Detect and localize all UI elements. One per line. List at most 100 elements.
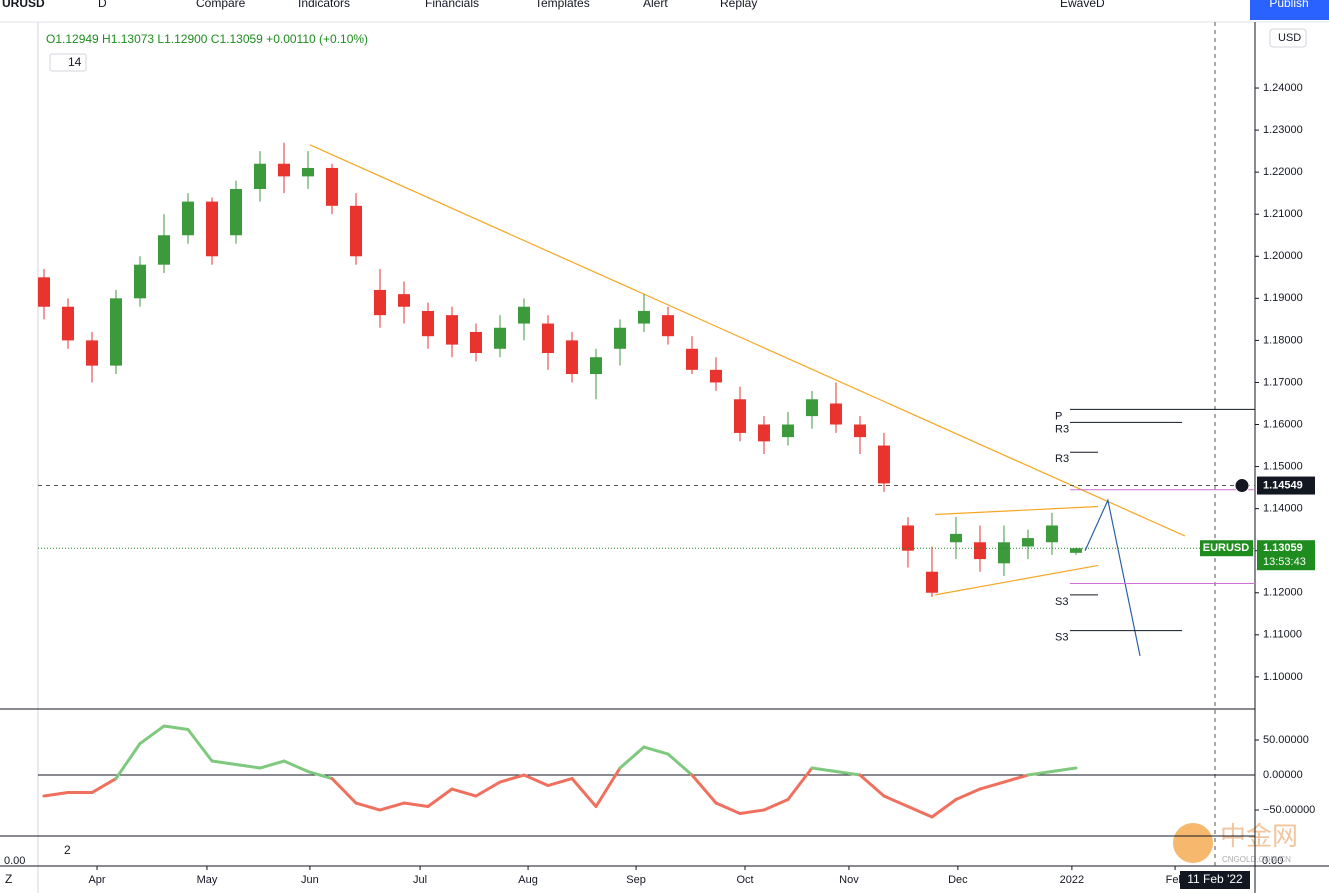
candle-body <box>613 327 626 349</box>
length-badge[interactable] <box>49 53 87 72</box>
candle-body <box>517 306 530 324</box>
y-tick-label: −50.00000 <box>1263 804 1315 816</box>
symbol[interactable]: URUSD <box>2 0 45 10</box>
candle-body <box>709 369 722 383</box>
candle-body <box>1069 548 1082 553</box>
candle-body <box>301 167 314 177</box>
oscillator-segment <box>258 759 286 770</box>
toolbar: URUSD D Compare Indicators Financials Te… <box>0 0 1329 48</box>
interval[interactable]: D <box>98 0 107 10</box>
toolbar-item[interactable]: Alert <box>643 0 668 10</box>
length-label: 14 <box>68 55 82 69</box>
candle-body <box>133 264 146 299</box>
oscillator-segment <box>618 745 646 770</box>
oscillator-segment <box>114 742 142 781</box>
x-tick-label: May <box>197 874 218 886</box>
oscillator-segment <box>450 787 478 798</box>
publish-label[interactable]: Publish <box>1269 0 1308 10</box>
oscillator-segment <box>810 766 838 774</box>
oscillator-segment <box>1050 766 1078 774</box>
oscillator-segment <box>570 777 598 809</box>
x-tick-label: Nov <box>839 874 859 886</box>
oscillator-segment <box>402 801 430 809</box>
y-tick-label: 1.21000 <box>1263 208 1303 220</box>
panel3-label: 2 <box>64 843 71 857</box>
symbol-tag <box>1200 540 1253 557</box>
y-tick-label: 1.24000 <box>1263 82 1303 94</box>
candle-body <box>853 424 866 438</box>
toolbar-item[interactable]: Compare <box>196 0 246 10</box>
trend-line <box>934 564 1099 596</box>
candle-body <box>997 542 1010 564</box>
y-tick-label: 50.00000 <box>1263 734 1309 746</box>
trend-line <box>309 144 1186 537</box>
oscillator-segment <box>738 808 766 816</box>
oscillator-segment <box>714 801 742 816</box>
oscillator-segment <box>474 780 502 798</box>
currency[interactable]: USD <box>1278 32 1301 44</box>
oscillator-segment <box>42 791 70 798</box>
candle-body <box>685 348 698 370</box>
left-value: 0.00 <box>4 855 25 867</box>
candle-body <box>1045 525 1058 543</box>
price-tag-label: 1.13059 <box>1263 542 1303 554</box>
candle-body <box>1021 538 1034 547</box>
y-tick-label: 1.23000 <box>1263 124 1303 136</box>
candle-body <box>37 277 50 307</box>
candle-body <box>829 403 842 425</box>
candle-body <box>421 310 434 337</box>
oscillator-segment <box>162 724 190 732</box>
toolbar-item[interactable]: Templates <box>535 0 590 10</box>
y-tick-label: 1.17000 <box>1263 376 1303 388</box>
oscillator-segment <box>954 787 982 802</box>
candle-body <box>61 306 74 341</box>
date-box <box>1180 871 1250 889</box>
candle-body <box>733 399 746 433</box>
candle-body <box>181 201 194 236</box>
candle-body <box>637 310 650 324</box>
oscillator-segment <box>330 777 358 805</box>
x-tick-label: Oct <box>736 874 753 886</box>
candle-body <box>157 235 170 265</box>
y-tick-label: 1.15000 <box>1263 460 1303 472</box>
cursor-tag-label: 1.14549 <box>1263 479 1303 491</box>
y-tick-label: 1.10000 <box>1263 671 1303 683</box>
publish-button[interactable] <box>1250 0 1329 20</box>
right-value: 0.00 <box>1262 855 1283 867</box>
y-tick-label: 1.12000 <box>1263 587 1303 599</box>
oscillator-segment <box>522 773 550 788</box>
oscillator-segment <box>210 759 238 767</box>
oscillator-segment <box>354 801 382 812</box>
layout-name[interactable]: EwaveD <box>1060 0 1105 10</box>
toolbar-item[interactable]: Replay <box>720 0 757 10</box>
y-tick-label: 1.18000 <box>1263 334 1303 346</box>
toolbar-item[interactable]: Financials <box>425 0 479 10</box>
y-tick-label: 0.00000 <box>1263 769 1303 781</box>
pivot-label: R3 <box>1055 453 1069 465</box>
x-tick-label: Jun <box>301 874 319 886</box>
pivot-label: R3 <box>1055 423 1069 435</box>
candle-body <box>781 424 794 438</box>
oscillator-segment <box>858 773 886 798</box>
x-tick-label: Apr <box>88 874 105 886</box>
oscillator-segment <box>306 770 334 781</box>
oscillator-segment <box>834 770 862 777</box>
currency-box[interactable] <box>1269 28 1307 48</box>
oscillator-segment <box>498 773 526 784</box>
cursor-tag <box>1257 476 1315 495</box>
oscillator-segment <box>594 766 622 809</box>
zoom[interactable]: Z <box>5 872 12 886</box>
price-tag <box>1257 540 1315 571</box>
oscillator-segment <box>762 798 790 812</box>
candle-body <box>325 167 338 206</box>
date-label: 11 Feb '22 <box>1187 872 1243 886</box>
candle-body <box>805 399 818 417</box>
pivot-label: P <box>1055 410 1062 422</box>
candle-body <box>253 163 266 189</box>
candle-body <box>757 424 770 442</box>
oscillator-segment <box>186 728 214 763</box>
oscillator-segment <box>378 801 406 812</box>
candle-body <box>493 327 506 349</box>
toolbar-item[interactable]: Indicators <box>298 0 350 10</box>
